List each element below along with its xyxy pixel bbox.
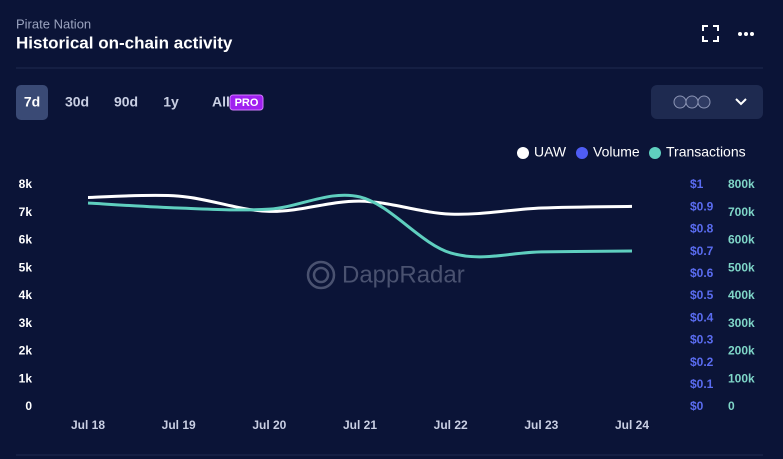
title: Historical on-chain activity — [16, 33, 233, 52]
legend-swatch[interactable] — [576, 147, 588, 159]
y-tick-label: $0 — [690, 399, 704, 413]
y-tick-label: 300k — [728, 316, 755, 330]
time-tab[interactable]: All — [212, 94, 230, 110]
x-tick-label: Jul 20 — [252, 418, 286, 432]
x-tick-label: Jul 23 — [524, 418, 558, 432]
legend-swatch[interactable] — [649, 147, 661, 159]
watermark-logo — [306, 260, 336, 290]
x-tick-label: Jul 18 — [71, 418, 105, 432]
y-tick-label: 0 — [728, 399, 735, 413]
y-tick-label: 3k — [19, 316, 33, 330]
time-tab[interactable]: 90d — [114, 94, 138, 110]
subtitle: Pirate Nation — [16, 16, 91, 31]
series-line — [87, 193, 633, 216]
x-tick-label: Jul 22 — [434, 418, 468, 432]
time-tab[interactable]: 30d — [65, 94, 89, 110]
y-tick-label: $0.5 — [690, 288, 714, 302]
y-tick-label: 5k — [19, 260, 33, 274]
y-tick-label: $0.2 — [690, 355, 714, 369]
fullscreen-icon[interactable] — [702, 25, 719, 42]
watermark: DappRadar — [342, 261, 465, 288]
y-tick-label: $0.1 — [690, 377, 714, 391]
y-tick-label: 100k — [728, 371, 755, 385]
tab-active-bg — [16, 85, 48, 120]
x-tick-label: Jul 19 — [162, 418, 196, 432]
chain-dropdown[interactable] — [651, 85, 763, 119]
y-tick-label: $0.4 — [690, 310, 714, 324]
y-tick-label: 0 — [25, 399, 32, 413]
y-tick-label: $0.7 — [690, 244, 714, 258]
y-tick-label: 400k — [728, 288, 755, 302]
legend-label[interactable]: Volume — [593, 144, 640, 160]
y-tick-label: 500k — [728, 260, 755, 274]
time-tab[interactable]: 7d — [24, 94, 40, 110]
time-tab[interactable]: 1y — [163, 94, 179, 110]
legend-label[interactable]: Transactions — [666, 144, 746, 160]
series-line — [87, 193, 633, 259]
x-tick-label: Jul 21 — [343, 418, 377, 432]
y-tick-label: 200k — [728, 344, 755, 358]
y-tick-label: $0.9 — [690, 199, 714, 213]
y-tick-label: 6k — [19, 233, 33, 247]
y-tick-label: 800k — [728, 177, 755, 191]
legend-swatch[interactable] — [517, 147, 529, 159]
x-tick-label: Jul 24 — [615, 418, 649, 432]
y-tick-label: 4k — [19, 288, 33, 302]
pro-badge: PRO — [235, 97, 259, 109]
more-icon[interactable] — [738, 32, 754, 36]
y-tick-label: $0.8 — [690, 222, 714, 236]
y-tick-label: 7k — [19, 205, 33, 219]
y-tick-label: 2k — [19, 344, 33, 358]
y-tick-label: 600k — [728, 233, 755, 247]
pro-badge-bg — [229, 94, 264, 111]
y-tick-label: 1k — [19, 371, 33, 385]
y-tick-label: $0.6 — [690, 266, 714, 280]
y-tick-label: 8k — [19, 177, 33, 191]
legend-label[interactable]: UAW — [534, 144, 567, 160]
y-tick-label: $1 — [690, 177, 704, 191]
y-tick-label: 700k — [728, 205, 755, 219]
y-tick-label: $0.3 — [690, 333, 714, 347]
